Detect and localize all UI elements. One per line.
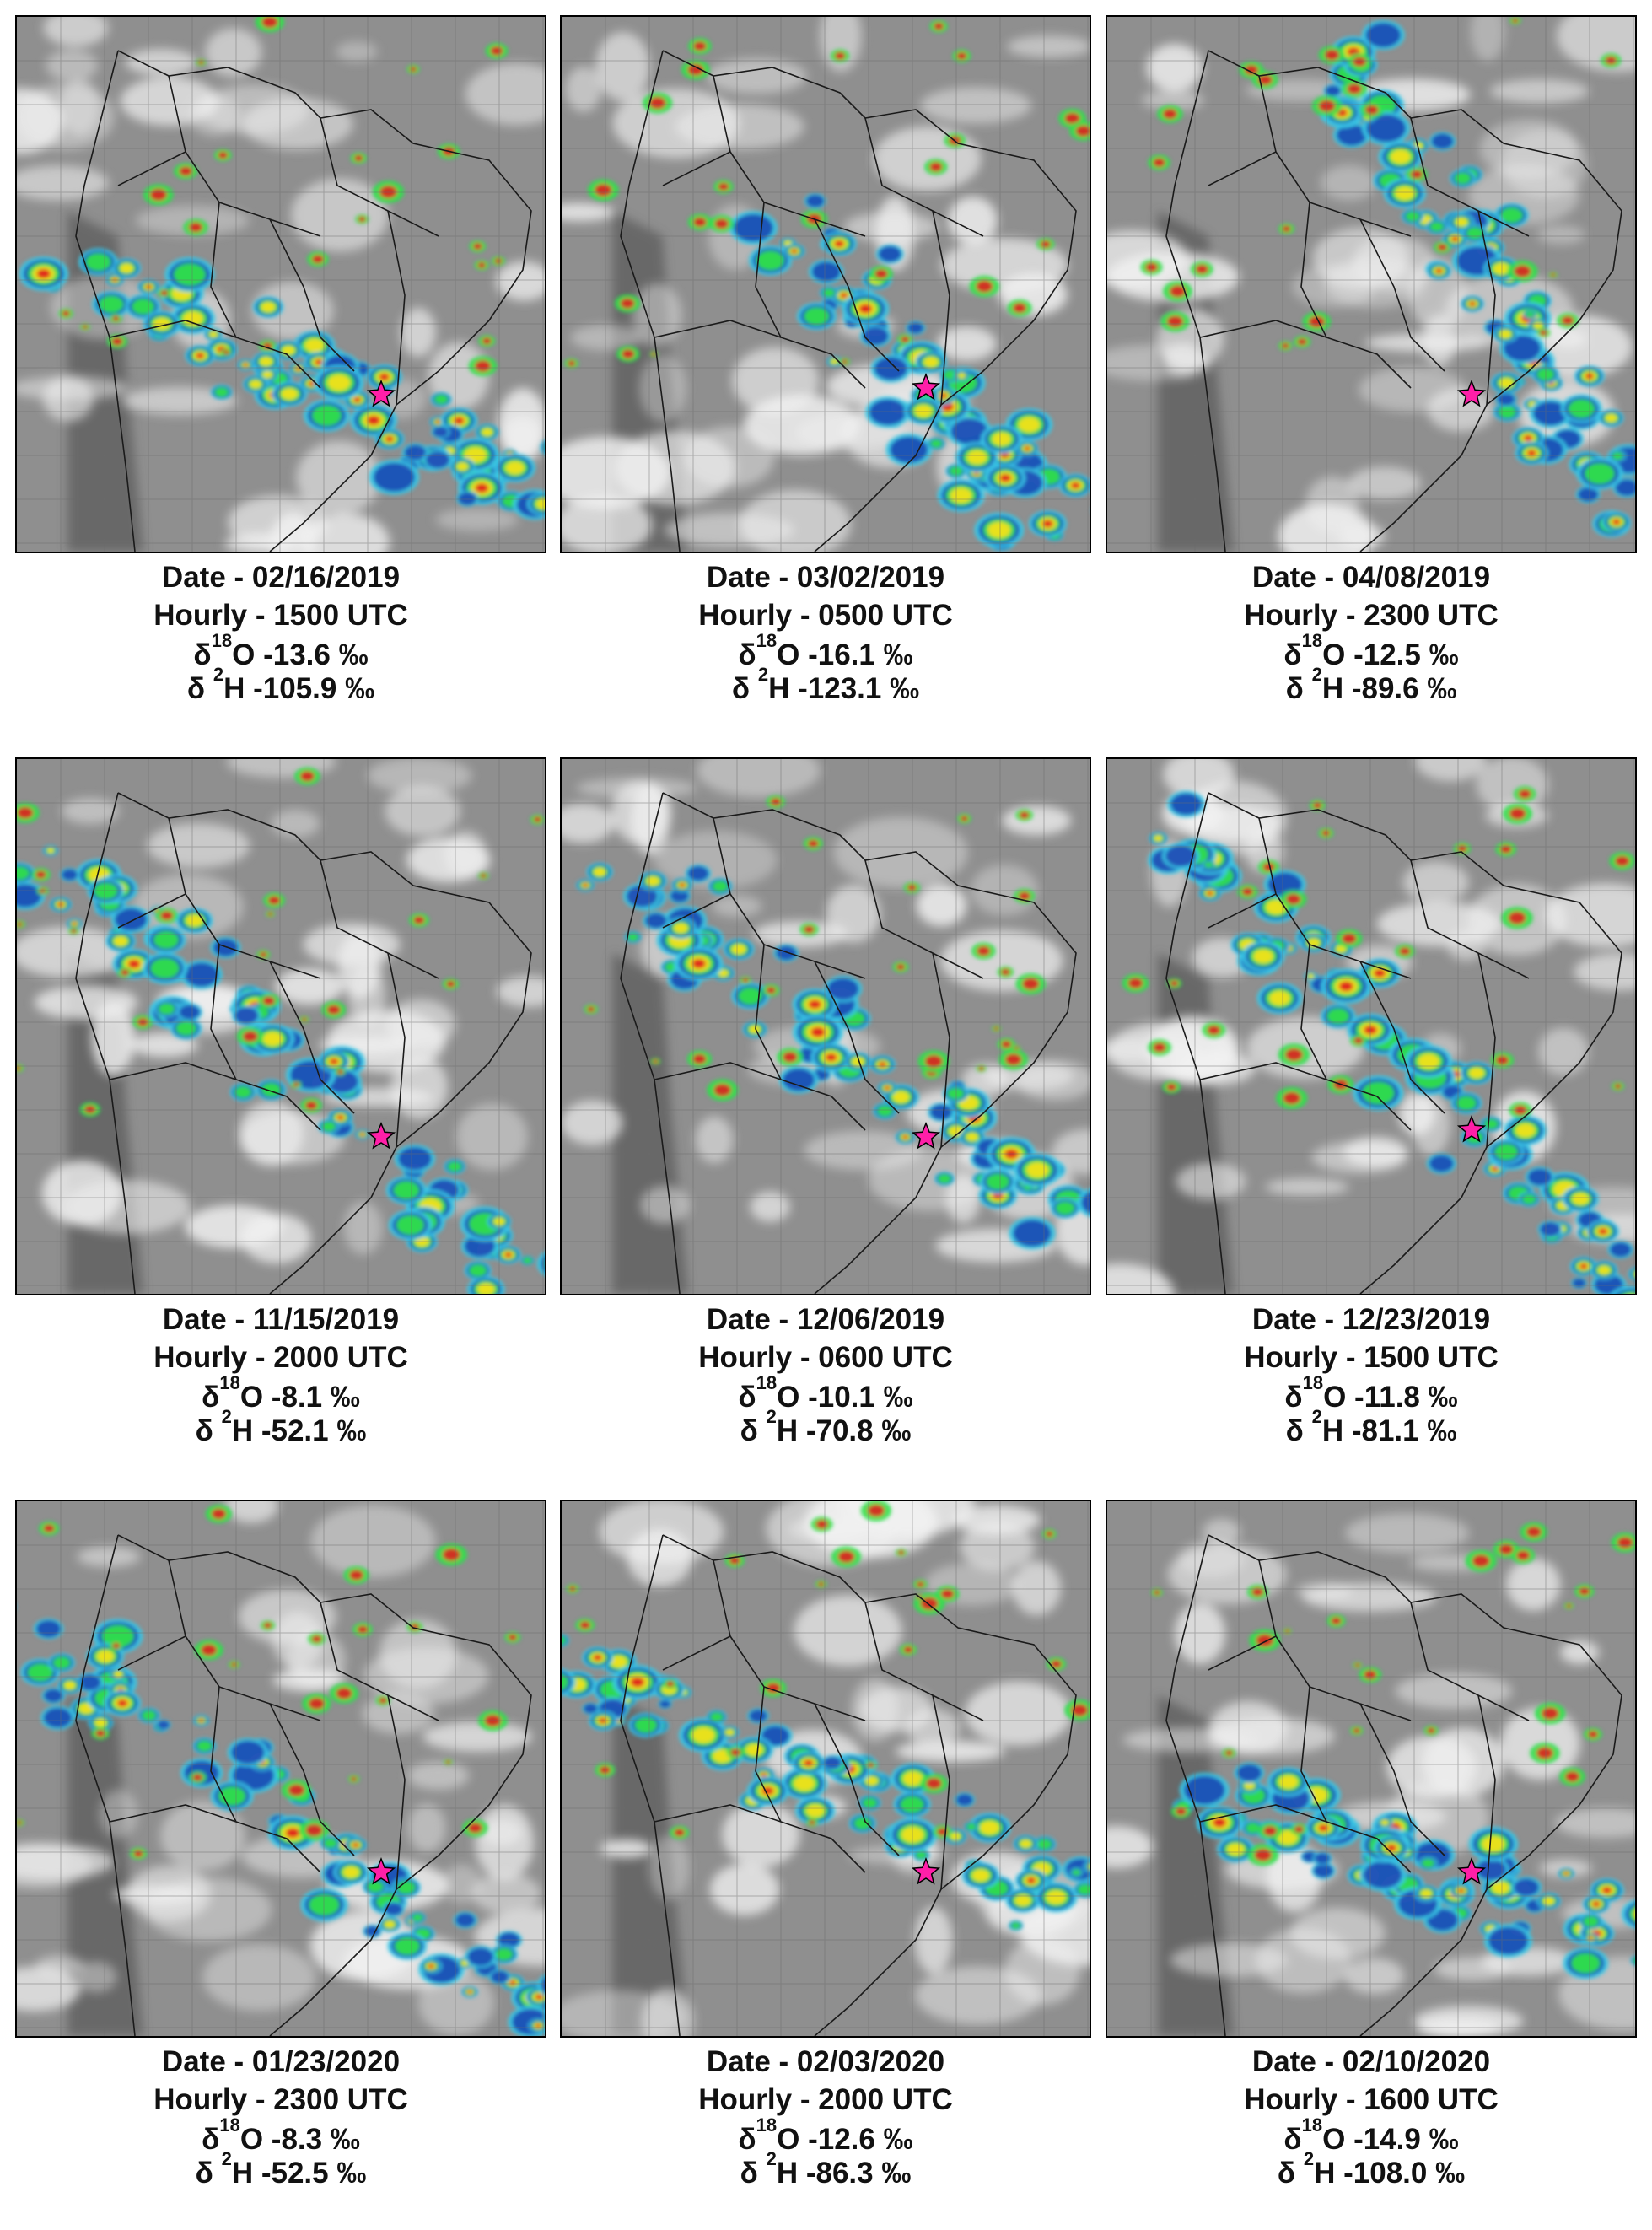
lat-lon-grid xyxy=(17,1501,545,2036)
convective-cloud-layer xyxy=(19,17,545,520)
lat-lon-grid xyxy=(562,17,1090,552)
satellite-map xyxy=(560,1500,1091,2038)
hourly-label: Hourly - 2000 UTC xyxy=(153,1341,408,1374)
date-label: Date - 01/23/2020 xyxy=(161,2045,401,2078)
date-label: Date - 02/03/2020 xyxy=(706,2045,945,2078)
date-label: Date - 12/23/2019 xyxy=(1251,1303,1491,1336)
d2h-label: δ 2H -105.9 ‰ xyxy=(186,664,375,706)
panel-caption: Date - 11/15/2019 Hourly - 2000 UTC δ18O… xyxy=(15,1301,546,1452)
panel-caption: Date - 01/23/2020 Hourly - 2300 UTC δ18O… xyxy=(15,2043,546,2195)
satellite-panel-4: Date - 11/15/2019 Hourly - 2000 UTC δ18O… xyxy=(15,757,546,1452)
hourly-label: Hourly - 0500 UTC xyxy=(698,599,953,632)
date-label: Date - 03/02/2019 xyxy=(706,561,945,594)
convective-cloud-layer xyxy=(1140,17,1635,537)
white-cloud-layer xyxy=(17,1501,545,2036)
panel-caption: Date - 12/23/2019 Hourly - 1500 UTC δ18O… xyxy=(1106,1301,1637,1452)
satellite-panel-8: Date - 02/03/2020 Hourly - 2000 UTC δ18O… xyxy=(560,1500,1091,2195)
date-label: Date - 11/15/2019 xyxy=(162,1303,400,1336)
date-label: Date - 02/16/2019 xyxy=(161,561,401,594)
convective-cloud-layer xyxy=(562,1501,1090,1931)
country-borders xyxy=(75,792,532,1294)
country-borders xyxy=(1165,792,1622,1294)
satellite-map xyxy=(1106,15,1637,553)
hourly-label: Hourly - 0600 UTC xyxy=(698,1341,953,1374)
country-borders xyxy=(620,50,1077,552)
d2h-label: δ 2H -108.0 ‰ xyxy=(1277,2148,1466,2190)
d2h-label: δ 2H -123.1 ‰ xyxy=(731,664,920,706)
country-borders xyxy=(620,1534,1077,2036)
lat-lon-grid xyxy=(1107,759,1635,1294)
satellite-map xyxy=(15,15,546,553)
hourly-label: Hourly - 1500 UTC xyxy=(153,599,408,632)
country-borders xyxy=(1165,1534,1622,2036)
d2h-label: δ 2H -86.3 ‰ xyxy=(740,2148,912,2190)
satellite-panel-9: Date - 02/10/2020 Hourly - 1600 UTC δ18O… xyxy=(1106,1500,1637,2195)
convective-cloud-layer xyxy=(1151,1522,1635,1980)
satellite-map xyxy=(15,1500,546,2038)
country-borders xyxy=(75,1534,532,2036)
d18o-label: δ18O -8.1 ‰ xyxy=(202,1372,360,1414)
satellite-panel-3: Date - 04/08/2019 Hourly - 2300 UTC δ18O… xyxy=(1106,15,1637,710)
satellite-map xyxy=(560,15,1091,553)
d2h-label: δ 2H -52.5 ‰ xyxy=(195,2148,367,2190)
star-icon xyxy=(1456,1856,1487,1885)
hourly-label: Hourly - 2300 UTC xyxy=(153,2083,408,2116)
d2h-label: δ 2H -81.1 ‰ xyxy=(1285,1406,1457,1448)
hourly-label: Hourly - 1500 UTC xyxy=(1244,1341,1499,1374)
star-icon xyxy=(366,1121,396,1150)
panel-caption: Date - 04/08/2019 Hourly - 2300 UTC δ18O… xyxy=(1106,558,1637,710)
white-cloud-layer xyxy=(17,759,545,1264)
panel-caption: Date - 02/16/2019 Hourly - 1500 UTC δ18O… xyxy=(15,558,546,710)
d2h-label: δ 2H -52.1 ‰ xyxy=(195,1406,367,1448)
panel-caption: Date - 02/03/2020 Hourly - 2000 UTC δ18O… xyxy=(560,2043,1091,2195)
date-label: Date - 12/06/2019 xyxy=(706,1303,945,1336)
d18o-label: δ18O -11.8 ‰ xyxy=(1284,1372,1458,1414)
d18o-label: δ18O -12.6 ‰ xyxy=(738,2114,913,2157)
convective-cloud-layer xyxy=(576,795,1090,1250)
d18o-label: δ18O -10.1 ‰ xyxy=(738,1372,913,1414)
date-label: Date - 02/10/2020 xyxy=(1251,2045,1491,2078)
lat-lon-grid xyxy=(1107,17,1635,552)
d18o-label: δ18O -8.3 ‰ xyxy=(202,2114,360,2157)
hourly-label: Hourly - 1600 UTC xyxy=(1244,2083,1499,2116)
satellite-panel-6: Date - 12/23/2019 Hourly - 1500 UTC δ18O… xyxy=(1106,757,1637,1452)
star-icon xyxy=(366,379,396,407)
star-icon xyxy=(911,1856,941,1885)
d18o-label: δ18O -12.5 ‰ xyxy=(1283,630,1459,672)
panel-caption: Date - 02/10/2020 Hourly - 1600 UTC δ18O… xyxy=(1106,2043,1637,2195)
star-icon xyxy=(1456,379,1487,407)
hourly-label: Hourly - 2300 UTC xyxy=(1244,599,1499,632)
d2h-label: δ 2H -70.8 ‰ xyxy=(740,1406,912,1448)
country-borders xyxy=(1165,50,1622,552)
date-label: Date - 04/08/2019 xyxy=(1251,561,1491,594)
panel-caption: Date - 12/06/2019 Hourly - 0600 UTC δ18O… xyxy=(560,1301,1091,1452)
hourly-label: Hourly - 2000 UTC xyxy=(698,2083,953,2116)
d2h-label: δ 2H -89.6 ‰ xyxy=(1285,664,1457,706)
lat-lon-grid xyxy=(562,759,1090,1294)
satellite-panel-5: Date - 12/06/2019 Hourly - 0600 UTC δ18O… xyxy=(560,757,1091,1452)
satellite-map xyxy=(15,757,546,1295)
star-icon xyxy=(1456,1114,1487,1143)
satellite-map xyxy=(1106,1500,1637,2038)
convective-cloud-layer xyxy=(1122,786,1635,1294)
star-icon xyxy=(911,372,941,401)
white-cloud-layer xyxy=(562,759,1090,1265)
lat-lon-grid xyxy=(17,759,545,1294)
panel-caption: Date - 03/02/2019 Hourly - 0500 UTC δ18O… xyxy=(560,558,1091,710)
country-borders xyxy=(75,50,532,552)
star-icon xyxy=(911,1121,941,1150)
d18o-label: δ18O -14.9 ‰ xyxy=(1283,2114,1459,2157)
lat-lon-grid xyxy=(17,17,545,552)
satellite-map xyxy=(1106,757,1637,1295)
satellite-panel-1: Date - 02/16/2019 Hourly - 1500 UTC δ18O… xyxy=(15,15,546,710)
satellite-panel-7: Date - 01/23/2020 Hourly - 2300 UTC δ18O… xyxy=(15,1500,546,2195)
convective-cloud-layer xyxy=(17,1504,545,2036)
country-borders xyxy=(620,792,1077,1294)
d18o-label: δ18O -16.1 ‰ xyxy=(738,630,913,672)
satellite-panel-2: Date - 03/02/2019 Hourly - 0500 UTC δ18O… xyxy=(560,15,1091,710)
satellite-map xyxy=(560,757,1091,1295)
star-icon xyxy=(366,1856,396,1885)
d18o-label: δ18O -13.6 ‰ xyxy=(193,630,369,672)
